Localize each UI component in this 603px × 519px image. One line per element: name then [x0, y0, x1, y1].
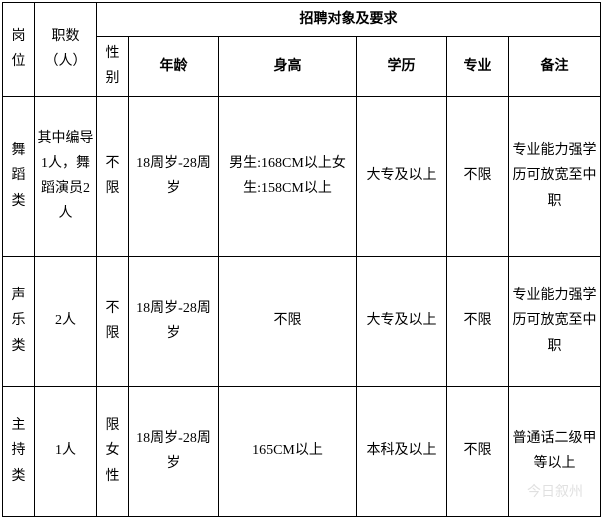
header-row-1: 岗位 职数（人） 招聘对象及要求 [3, 3, 601, 37]
cell-count: 1人 [35, 386, 97, 516]
table-row: 声乐类 2人 不限 18周岁-28周岁 不限 大专及以上 不限 专业能力强学历可… [3, 256, 601, 386]
cell-education: 本科及以上 [357, 386, 447, 516]
cell-height: 男生:168CM以上女生:158CM以上 [219, 96, 357, 256]
cell-position: 主持类 [3, 386, 35, 516]
cell-gender: 限女性 [97, 386, 129, 516]
recruitment-table: 岗位 职数（人） 招聘对象及要求 性别 年龄 身高 学历 专业 备注 舞蹈类 其… [2, 2, 601, 517]
cell-height: 不限 [219, 256, 357, 386]
header-height: 身高 [219, 37, 357, 96]
cell-count: 2人 [35, 256, 97, 386]
table-row: 舞蹈类 其中编导1人，舞蹈演员2人 不限 18周岁-28周岁 男生:168CM以… [3, 96, 601, 256]
cell-major: 不限 [447, 96, 509, 256]
cell-age: 18周岁-28周岁 [129, 256, 219, 386]
header-gender: 性别 [97, 37, 129, 96]
cell-major: 不限 [447, 386, 509, 516]
header-requirements: 招聘对象及要求 [97, 3, 601, 37]
cell-note: 专业能力强学历可放宽至中职 [509, 256, 601, 386]
cell-age: 18周岁-28周岁 [129, 96, 219, 256]
cell-height: 165CM以上 [219, 386, 357, 516]
header-count: 职数（人） [35, 3, 97, 97]
header-age: 年龄 [129, 37, 219, 96]
cell-gender: 不限 [97, 256, 129, 386]
cell-note: 专业能力强学历可放宽至中职 [509, 96, 601, 256]
cell-major: 不限 [447, 256, 509, 386]
cell-position: 舞蹈类 [3, 96, 35, 256]
cell-education: 大专及以上 [357, 256, 447, 386]
cell-gender: 不限 [97, 96, 129, 256]
cell-note: 普通话二级甲等以上 [509, 386, 601, 516]
cell-position: 声乐类 [3, 256, 35, 386]
header-major: 专业 [447, 37, 509, 96]
cell-count: 其中编导1人，舞蹈演员2人 [35, 96, 97, 256]
table-row: 主持类 1人 限女性 18周岁-28周岁 165CM以上 本科及以上 不限 普通… [3, 386, 601, 516]
cell-education: 大专及以上 [357, 96, 447, 256]
header-note: 备注 [509, 37, 601, 96]
header-position: 岗位 [3, 3, 35, 97]
cell-age: 18周岁-28周岁 [129, 386, 219, 516]
header-education: 学历 [357, 37, 447, 96]
